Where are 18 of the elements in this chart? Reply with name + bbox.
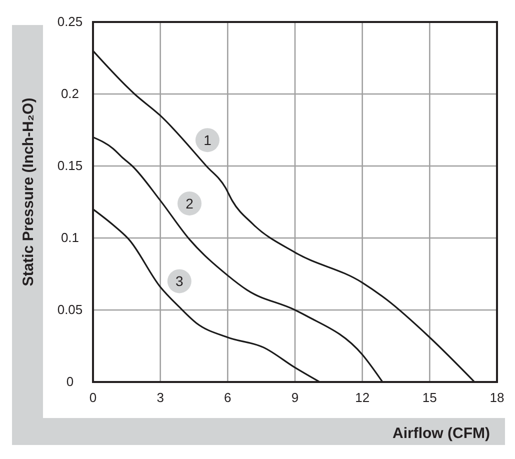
annotation: 2	[186, 195, 194, 212]
x-tick-label: 12	[355, 390, 370, 405]
x-tick-label: 0	[89, 390, 97, 405]
x-tick-label: 9	[291, 390, 299, 405]
y-tick-label: 0.05	[57, 302, 83, 317]
y-tick-label: 0.2	[60, 86, 80, 101]
y-tick-label: 0.25	[57, 14, 83, 29]
y-axis-title: Static Pressure (Inch-H₂O)	[20, 98, 37, 286]
annotation: 1	[204, 132, 212, 148]
x-tick-label: 15	[422, 390, 437, 405]
x-axis-title: Airflow (CFM)	[392, 425, 490, 442]
x-tick-label: 3	[156, 390, 164, 405]
x-tick-label: 6	[224, 390, 232, 405]
y-tick-label: 0.1	[60, 230, 80, 245]
y-tick-label: 0.15	[57, 158, 83, 173]
annotation: 3	[176, 273, 184, 290]
y-tick-label: 0	[66, 374, 74, 389]
x-tick-label: 18	[490, 390, 504, 405]
